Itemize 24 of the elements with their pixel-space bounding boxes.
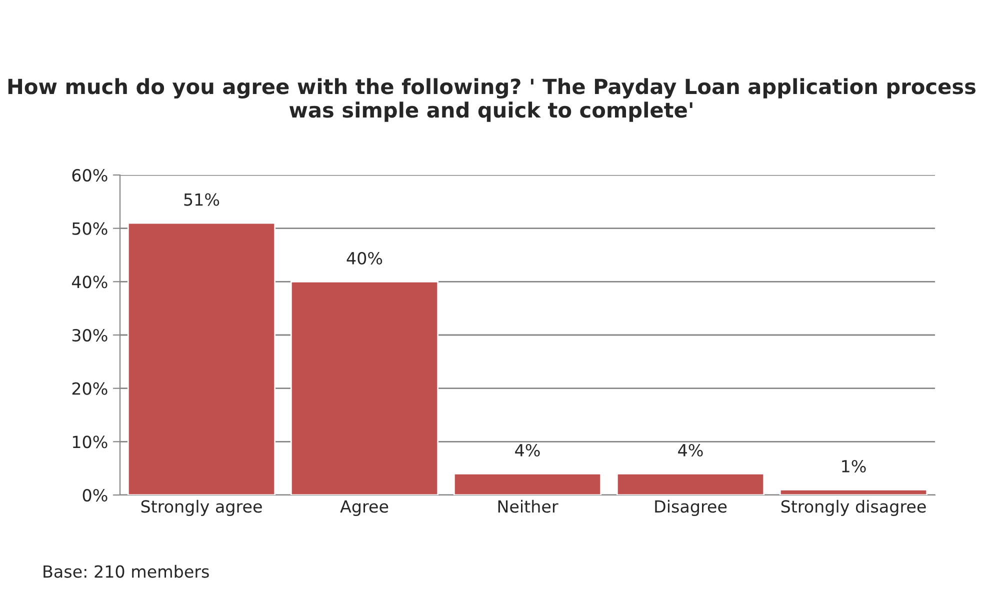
y-tick-label: 60%	[72, 168, 108, 182]
x-tick-label: Strongly disagree	[781, 500, 926, 516]
y-tick-label: 20%	[72, 382, 108, 395]
x-tick-label: Disagree	[655, 500, 727, 516]
data-label: 51%	[184, 193, 220, 206]
data-label: 1%	[842, 460, 866, 473]
data-label: 40%	[346, 252, 382, 265]
bar	[290, 280, 439, 495]
y-tick-label: 10%	[72, 436, 108, 448]
y-tick-label: 30%	[72, 328, 108, 342]
text: Base: 210 members	[44, 564, 209, 578]
x-tick-label: Neither	[498, 500, 558, 513]
y-tick-label: 0%	[82, 488, 108, 502]
data-label: 4%	[678, 444, 703, 457]
bar	[453, 472, 602, 495]
y-tick-label: 40%	[72, 276, 108, 288]
x-tick-label: Agree	[340, 500, 388, 516]
data-label: 4%	[515, 444, 540, 457]
chart-title: How much do you agree with the following? ' The Payday Loan application process was simple and quick to complete'	[8, 78, 976, 122]
bar	[779, 488, 928, 495]
x-tick-label: Strongly agree	[141, 500, 262, 516]
y-tick-label: 50%	[72, 222, 108, 235]
bar	[127, 222, 276, 495]
bar	[616, 472, 765, 495]
